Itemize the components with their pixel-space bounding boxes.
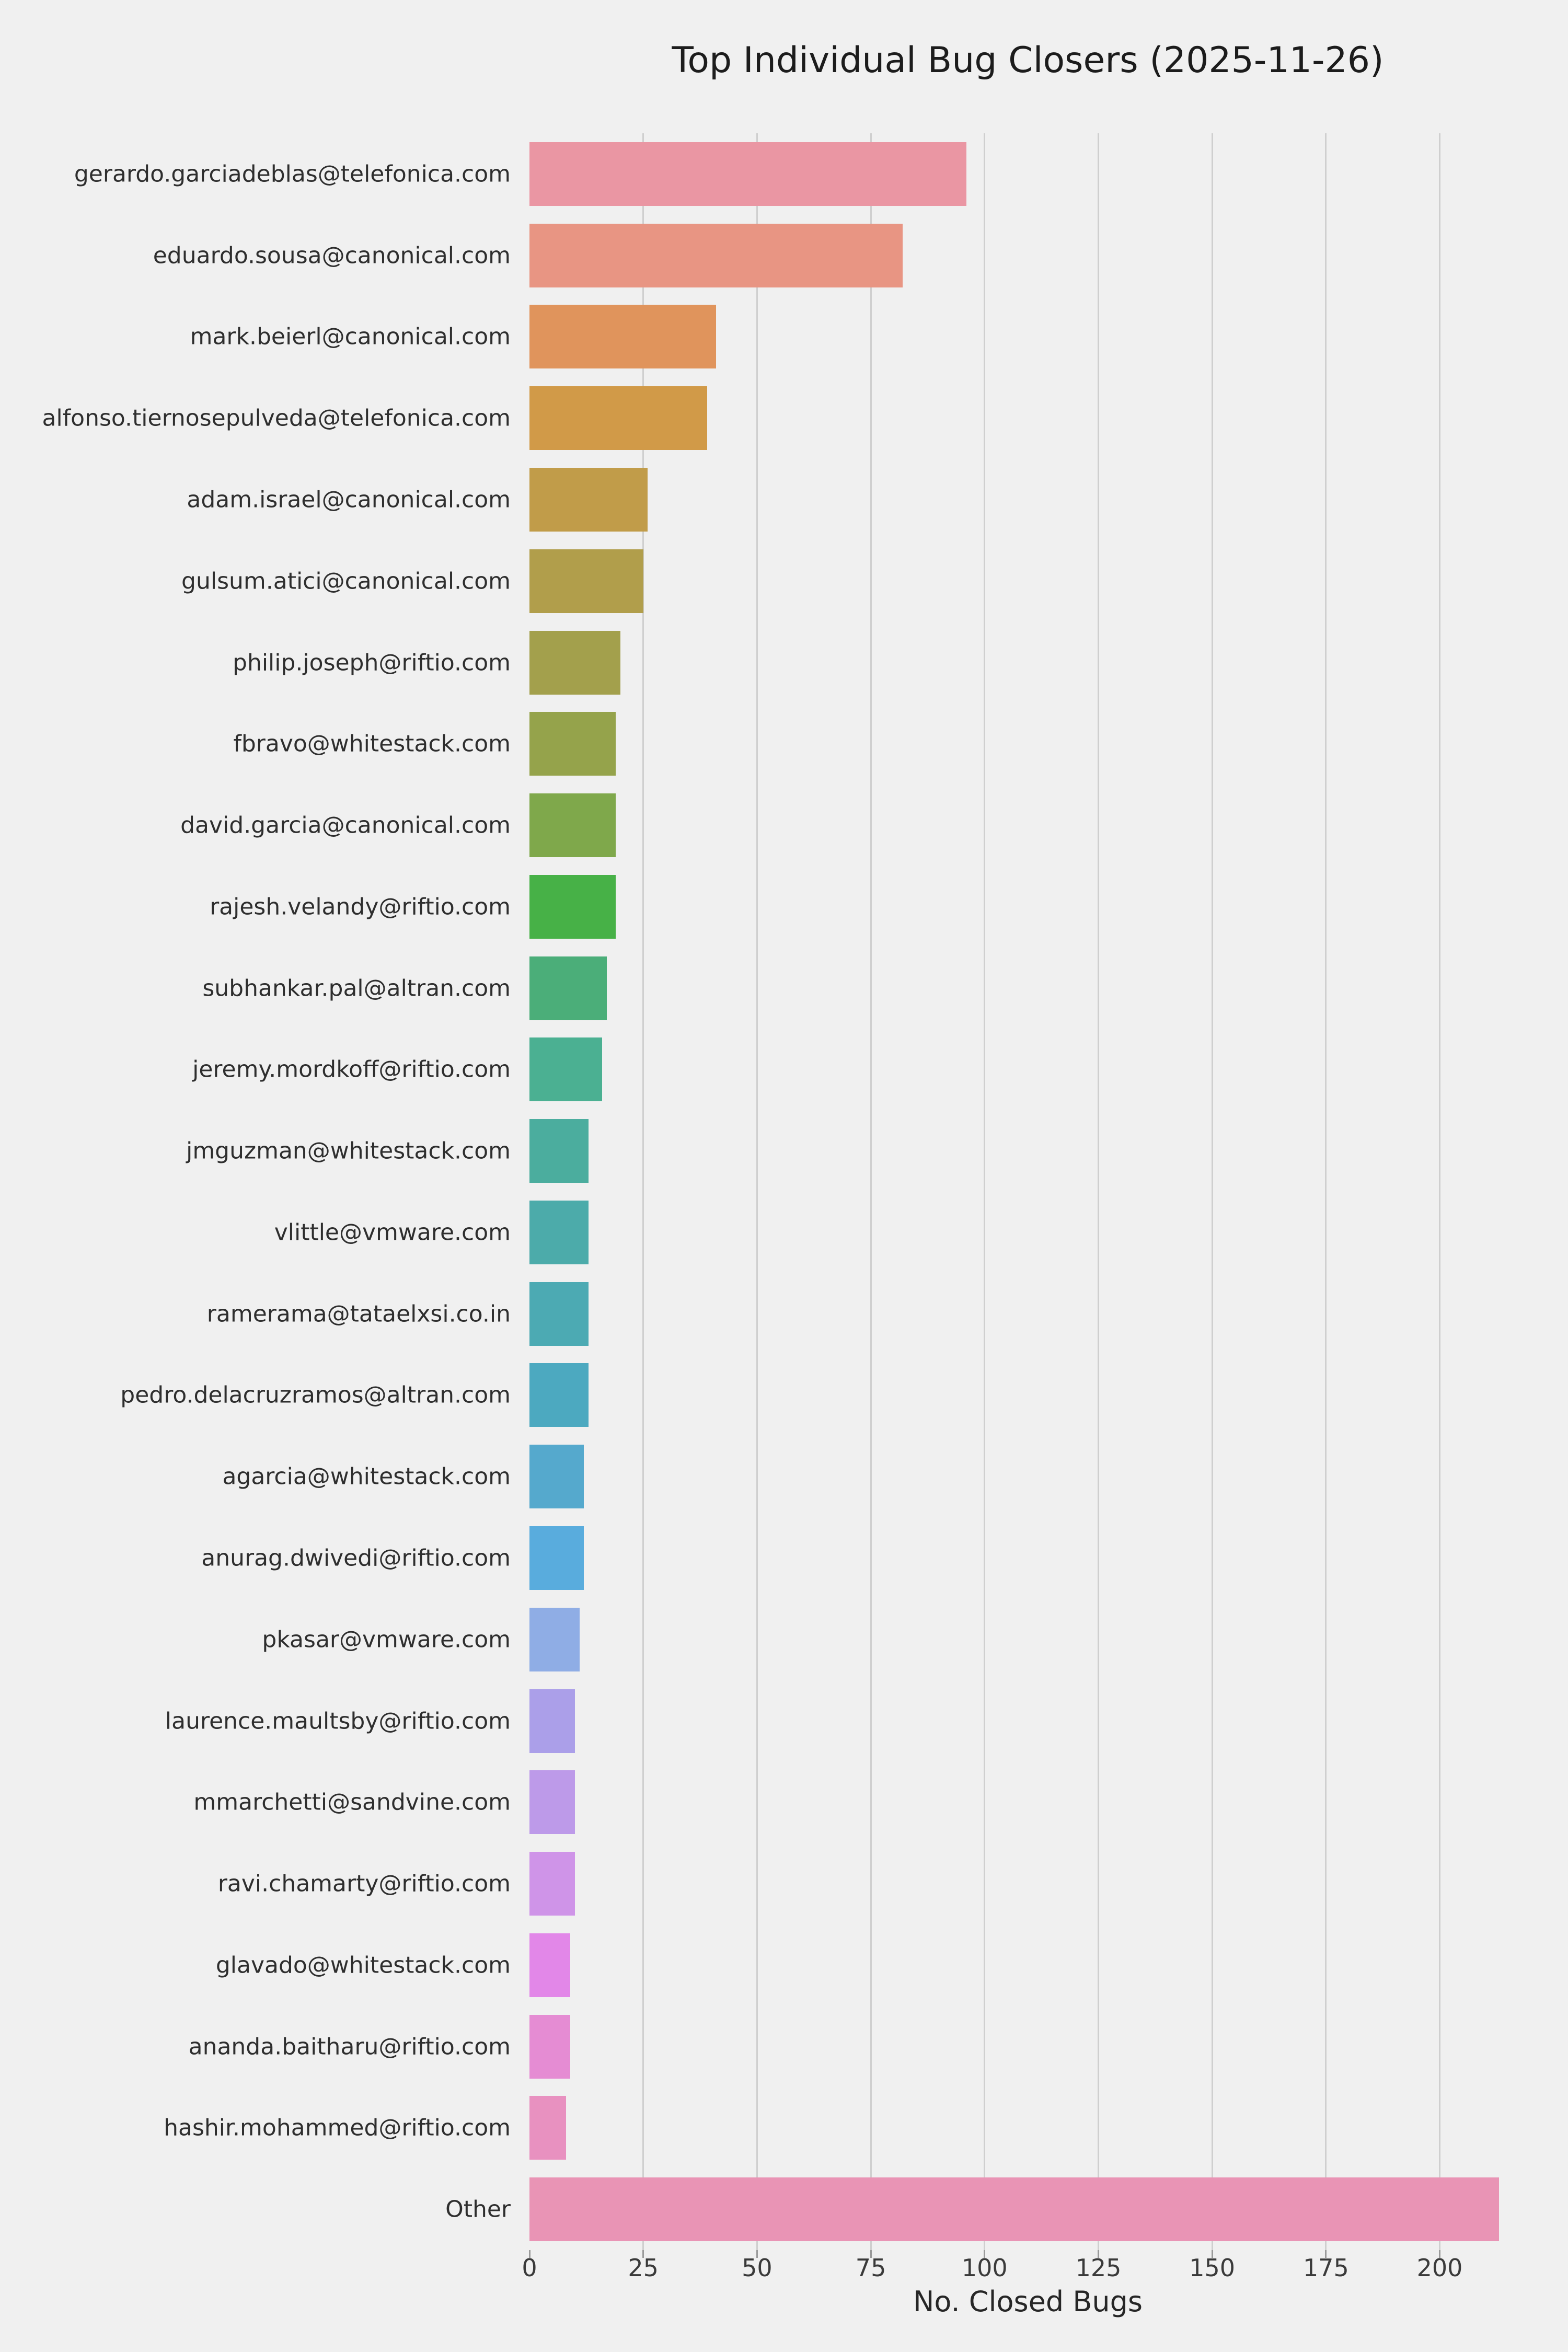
y-tick-label-pedro.delacruzramos@altran.com: pedro.delacruzramos@altran.com — [120, 1381, 511, 1409]
bar-agarcia@whitestack.com — [529, 1445, 584, 1509]
y-tick-label-ramerama@tataelxsi.co.in: ramerama@tataelxsi.co.in — [206, 1300, 511, 1328]
x-tick-label-175: 175 — [1302, 2254, 1349, 2282]
x-tick-label-25: 25 — [628, 2254, 659, 2282]
y-tick-label-Other: Other — [445, 2196, 511, 2223]
bar-ananda.baitharu@riftio.com — [529, 2014, 571, 2079]
y-tick-label-philip.joseph@riftio.com: philip.joseph@riftio.com — [233, 649, 511, 676]
bar-glavado@whitestack.com — [529, 1933, 571, 1997]
y-tick-label-ravi.chamarty@riftio.com: ravi.chamarty@riftio.com — [217, 1870, 511, 1897]
y-tick-label-jmguzman@whitestack.com: jmguzman@whitestack.com — [186, 1137, 511, 1165]
bar-mark.beierl@canonical.com — [529, 305, 717, 369]
x-tick-mark-125 — [1097, 2250, 1099, 2258]
gridline-200 — [1439, 133, 1441, 2250]
y-tick-label-gerardo.garciadeblas@telefonica.com: gerardo.garciadeblas@telefonica.com — [74, 160, 511, 188]
y-tick-label-rajesh.velandy@riftio.com: rajesh.velandy@riftio.com — [210, 893, 511, 920]
y-tick-label-subhankar.pal@altran.com: subhankar.pal@altran.com — [202, 975, 511, 1002]
bar-fbravo@whitestack.com — [529, 712, 616, 776]
bar-jeremy.mordkoff@riftio.com — [529, 1037, 603, 1102]
y-tick-label-anurag.dwivedi@riftio.com: anurag.dwivedi@riftio.com — [201, 1544, 511, 1572]
y-tick-label-adam.israel@canonical.com: adam.israel@canonical.com — [187, 486, 511, 513]
bar-alfonso.tiernosepulveda@telefonica.com — [529, 386, 707, 451]
bar-adam.israel@canonical.com — [529, 467, 648, 532]
gridline-100 — [984, 133, 986, 2250]
gridline-125 — [1097, 133, 1099, 2250]
chart-title: Top Individual Bug Closers (2025-11-26) — [672, 40, 1384, 81]
x-tick-mark-100 — [984, 2250, 986, 2258]
y-tick-label-eduardo.sousa@canonical.com: eduardo.sousa@canonical.com — [153, 242, 511, 269]
y-tick-label-david.garcia@canonical.com: david.garcia@canonical.com — [180, 812, 511, 839]
y-tick-label-jeremy.mordkoff@riftio.com: jeremy.mordkoff@riftio.com — [192, 1056, 511, 1083]
x-tick-label-100: 100 — [961, 2254, 1008, 2282]
y-tick-label-vlittle@vmware.com: vlittle@vmware.com — [274, 1219, 511, 1246]
x-tick-label-75: 75 — [855, 2254, 886, 2282]
x-axis-label: No. Closed Bugs — [913, 2285, 1143, 2318]
bar-jmguzman@whitestack.com — [529, 1119, 589, 1183]
x-tick-label-125: 125 — [1075, 2254, 1122, 2282]
y-tick-label-mmarchetti@sandvine.com: mmarchetti@sandvine.com — [193, 1789, 511, 1816]
gridline-75 — [870, 133, 872, 2250]
y-tick-label-alfonso.tiernosepulveda@telefonica.com: alfonso.tiernosepulveda@telefonica.com — [42, 405, 511, 432]
bar-philip.joseph@riftio.com — [529, 630, 621, 695]
y-tick-label-hashir.mohammed@riftio.com: hashir.mohammed@riftio.com — [164, 2114, 511, 2141]
bar-Other — [529, 2177, 1499, 2242]
y-tick-label-pkasar@vmware.com: pkasar@vmware.com — [262, 1626, 511, 1653]
y-tick-label-fbravo@whitestack.com: fbravo@whitestack.com — [233, 730, 511, 757]
x-tick-label-0: 0 — [522, 2254, 537, 2282]
bar-mmarchetti@sandvine.com — [529, 1770, 575, 1835]
gridline-150 — [1211, 133, 1213, 2250]
x-tick-mark-0 — [528, 2250, 531, 2258]
bar-ramerama@tataelxsi.co.in — [529, 1282, 589, 1346]
bar-ravi.chamarty@riftio.com — [529, 1852, 575, 1916]
bar-eduardo.sousa@canonical.com — [529, 223, 903, 287]
x-tick-mark-200 — [1439, 2250, 1441, 2258]
bar-pedro.delacruzramos@altran.com — [529, 1363, 589, 1427]
bar-david.garcia@canonical.com — [529, 793, 616, 858]
x-tick-label-200: 200 — [1416, 2254, 1463, 2282]
x-tick-mark-175 — [1325, 2250, 1327, 2258]
bar-gulsum.atici@canonical.com — [529, 549, 643, 613]
x-tick-label-150: 150 — [1189, 2254, 1236, 2282]
gridline-175 — [1325, 133, 1327, 2250]
x-tick-label-50: 50 — [742, 2254, 773, 2282]
x-tick-mark-150 — [1211, 2250, 1213, 2258]
y-tick-label-mark.beierl@canonical.com: mark.beierl@canonical.com — [190, 323, 511, 350]
y-tick-label-laurence.maultsby@riftio.com: laurence.maultsby@riftio.com — [165, 1708, 511, 1734]
x-tick-mark-75 — [870, 2250, 872, 2258]
y-tick-label-glavado@whitestack.com: glavado@whitestack.com — [215, 1952, 511, 1979]
y-tick-label-agarcia@whitestack.com: agarcia@whitestack.com — [222, 1463, 511, 1490]
bar-pkasar@vmware.com — [529, 1607, 580, 1671]
x-tick-mark-50 — [756, 2250, 758, 2258]
bar-laurence.maultsby@riftio.com — [529, 1689, 575, 1753]
x-tick-mark-25 — [642, 2250, 644, 2258]
bar-rajesh.velandy@riftio.com — [529, 874, 616, 939]
y-tick-label-gulsum.atici@canonical.com: gulsum.atici@canonical.com — [181, 568, 511, 595]
bar-anurag.dwivedi@riftio.com — [529, 1526, 584, 1590]
bar-hashir.mohammed@riftio.com — [529, 2096, 566, 2160]
gridline-50 — [756, 133, 758, 2250]
gridline-25 — [642, 133, 644, 2250]
bar-gerardo.garciadeblas@telefonica.com — [529, 142, 966, 206]
plot-area — [529, 133, 1526, 2250]
bar-vlittle@vmware.com — [529, 1200, 589, 1264]
y-tick-label-ananda.baitharu@riftio.com: ananda.baitharu@riftio.com — [188, 2033, 511, 2060]
bar-subhankar.pal@altran.com — [529, 956, 607, 1020]
